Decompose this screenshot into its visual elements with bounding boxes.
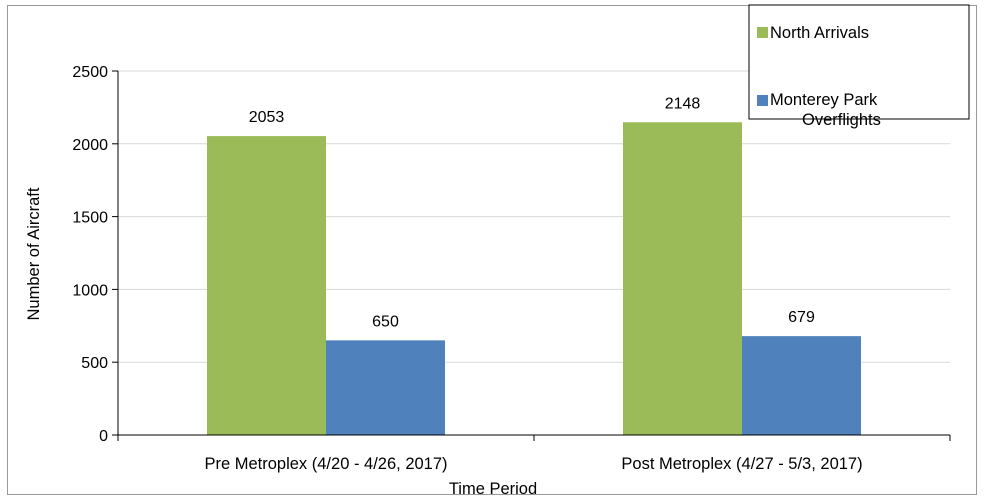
data-label: 2148 [665, 95, 701, 112]
x-axis-title: Time Period [449, 480, 537, 498]
x-category-label: Post Metroplex (4/27 - 5/3, 2017) [621, 455, 862, 473]
y-tick-label: 1500 [72, 210, 108, 227]
y-tick-label: 2500 [72, 64, 108, 81]
y-tick-label: 2000 [72, 137, 108, 154]
y-tick-label: 500 [81, 355, 108, 372]
data-label: 650 [372, 313, 399, 330]
y-tick-label: 1000 [72, 282, 108, 299]
bar-monterey-park-overflights-0 [326, 340, 445, 435]
legend-label-monterey-park-line1: Monterey Park [770, 91, 878, 109]
legend-swatch-north-arrivals [757, 27, 768, 38]
y-axis-title: Number of Aircraft [25, 187, 43, 320]
y-tick-label: 0 [99, 428, 108, 445]
data-label: 2053 [249, 109, 285, 126]
bar-north-arrivals-1 [623, 122, 742, 436]
legend-label-monterey-park-line2: Overflights [802, 111, 881, 129]
legend-swatch-monterey-park [757, 95, 768, 106]
legend-box [748, 4, 970, 120]
bars [207, 122, 861, 436]
x-category-label: Pre Metroplex (4/20 - 4/26, 2017) [204, 455, 447, 473]
bar-monterey-park-overflights-1 [742, 336, 861, 435]
axes [112, 70, 951, 441]
labels: 0 500 1000 1500 2000 2500 2053 650 Pre Metroplex… [72, 64, 862, 473]
bar-north-arrivals-0 [207, 136, 326, 436]
data-label: 679 [788, 309, 815, 326]
legend-label-north-arrivals: North Arrivals [770, 24, 869, 42]
legend: North Arrivals Monterey Park Overflights [748, 4, 970, 129]
